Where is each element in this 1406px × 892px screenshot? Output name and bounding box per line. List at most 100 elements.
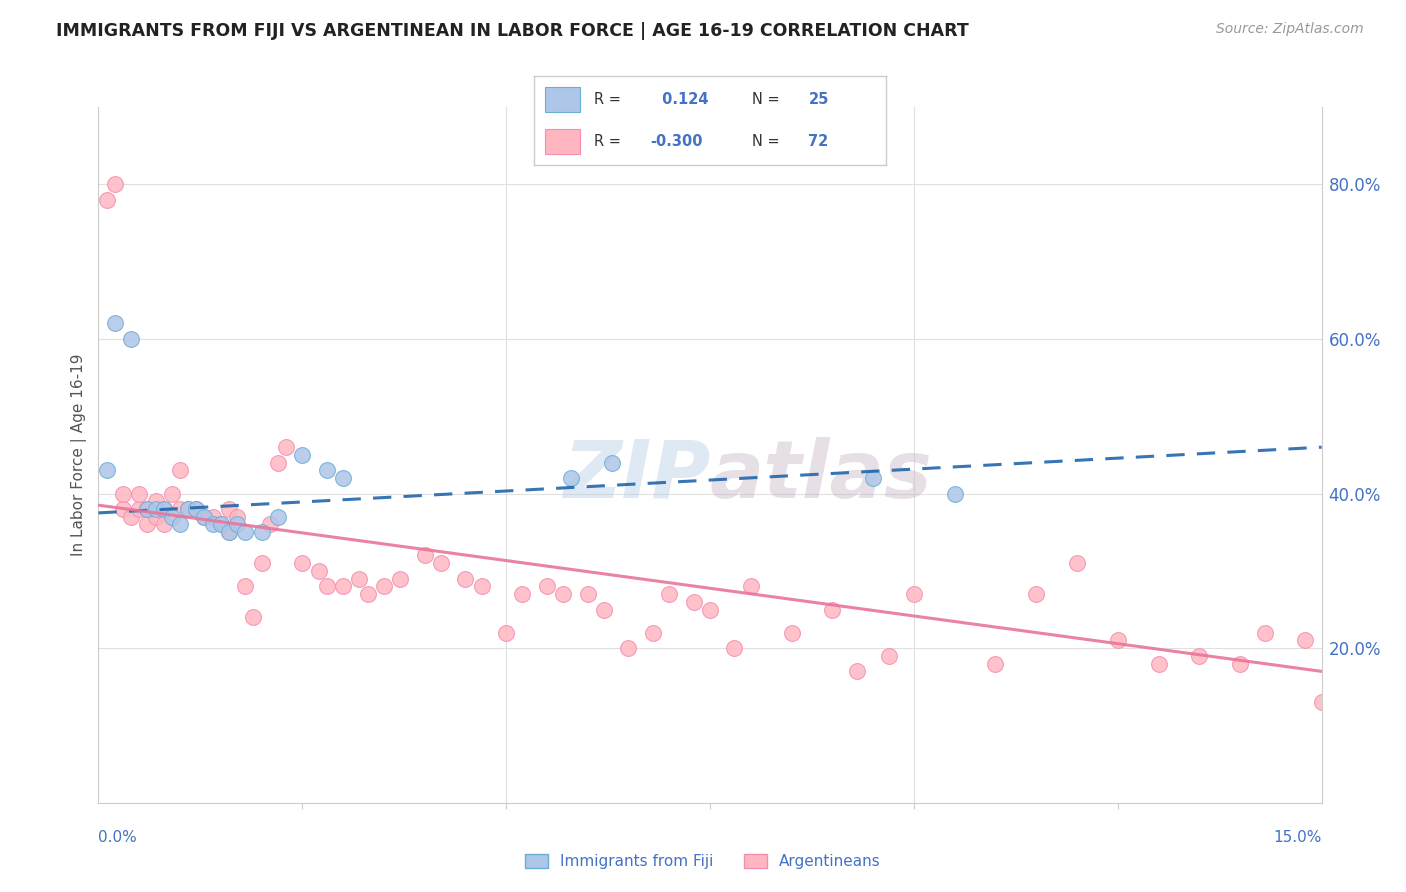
Point xyxy=(471,579,494,593)
Point xyxy=(560,471,582,485)
Point xyxy=(845,665,868,679)
Text: R =: R = xyxy=(593,135,621,149)
Text: N =: N = xyxy=(752,92,780,106)
Point xyxy=(699,602,721,616)
Point xyxy=(242,610,264,624)
Point xyxy=(903,587,925,601)
Text: -0.300: -0.300 xyxy=(650,135,703,149)
Point xyxy=(1107,633,1129,648)
Point xyxy=(943,486,966,500)
Point xyxy=(1294,633,1316,648)
Point xyxy=(821,602,844,616)
Point xyxy=(136,502,159,516)
Point xyxy=(250,525,273,540)
Point xyxy=(152,502,174,516)
Point xyxy=(128,486,150,500)
Point xyxy=(209,517,232,532)
Point xyxy=(430,556,453,570)
Point xyxy=(160,486,183,500)
Point xyxy=(1375,672,1398,686)
Text: 15.0%: 15.0% xyxy=(1274,830,1322,845)
Point xyxy=(553,587,575,601)
Point xyxy=(233,579,256,593)
Point xyxy=(495,625,517,640)
Point xyxy=(120,332,142,346)
Point xyxy=(576,587,599,601)
Point xyxy=(315,579,337,593)
Text: 0.0%: 0.0% xyxy=(98,830,138,845)
Point xyxy=(233,525,256,540)
Point xyxy=(1310,695,1333,709)
Y-axis label: In Labor Force | Age 16-19: In Labor Force | Age 16-19 xyxy=(72,353,87,557)
Text: 0.124: 0.124 xyxy=(657,92,709,106)
Point xyxy=(226,517,249,532)
Point xyxy=(389,572,412,586)
Point xyxy=(226,509,249,524)
Point xyxy=(145,509,167,524)
Text: R =: R = xyxy=(593,92,621,106)
Point xyxy=(96,463,118,477)
Bar xyxy=(544,129,579,154)
Text: ZIP: ZIP xyxy=(562,437,710,515)
Point xyxy=(96,193,118,207)
Point xyxy=(169,463,191,477)
Point xyxy=(120,509,142,524)
Point xyxy=(740,579,762,593)
Point xyxy=(111,502,134,516)
Point xyxy=(332,471,354,485)
Point xyxy=(308,564,330,578)
Point xyxy=(104,317,127,331)
Point xyxy=(250,556,273,570)
Point xyxy=(1229,657,1251,671)
Point xyxy=(267,509,290,524)
Point xyxy=(201,509,224,524)
Point xyxy=(682,595,704,609)
Point xyxy=(193,509,215,524)
Bar xyxy=(544,87,579,112)
Point xyxy=(177,502,200,516)
Point xyxy=(152,517,174,532)
Point xyxy=(658,587,681,601)
Point xyxy=(1025,587,1047,601)
Point xyxy=(104,178,127,192)
Point xyxy=(349,572,371,586)
Point xyxy=(136,517,159,532)
Point xyxy=(160,509,183,524)
Point xyxy=(169,517,191,532)
Point xyxy=(152,502,174,516)
Point xyxy=(593,602,616,616)
Point xyxy=(209,517,232,532)
Point xyxy=(145,494,167,508)
Text: N =: N = xyxy=(752,135,780,149)
Point xyxy=(201,517,224,532)
Point xyxy=(879,648,901,663)
Point xyxy=(1253,625,1275,640)
Point xyxy=(600,456,623,470)
Point xyxy=(862,471,884,485)
Point xyxy=(169,502,191,516)
Text: IMMIGRANTS FROM FIJI VS ARGENTINEAN IN LABOR FORCE | AGE 16-19 CORRELATION CHART: IMMIGRANTS FROM FIJI VS ARGENTINEAN IN L… xyxy=(56,22,969,40)
Point xyxy=(512,587,534,601)
Legend: Immigrants from Fiji, Argentineans: Immigrants from Fiji, Argentineans xyxy=(519,848,887,875)
Point xyxy=(641,625,664,640)
Point xyxy=(332,579,354,593)
Point xyxy=(536,579,558,593)
Point xyxy=(780,625,803,640)
Point xyxy=(723,641,745,656)
Point xyxy=(111,486,134,500)
Point xyxy=(267,456,290,470)
Point xyxy=(984,657,1007,671)
Point xyxy=(136,502,159,516)
Point xyxy=(291,448,314,462)
Point xyxy=(128,502,150,516)
Text: Source: ZipAtlas.com: Source: ZipAtlas.com xyxy=(1216,22,1364,37)
Text: 25: 25 xyxy=(808,92,828,106)
Point xyxy=(291,556,314,570)
Point xyxy=(259,517,281,532)
Point xyxy=(145,502,167,516)
Point xyxy=(274,440,297,454)
Point xyxy=(1066,556,1088,570)
Text: 72: 72 xyxy=(808,135,828,149)
Point xyxy=(218,502,240,516)
Point xyxy=(315,463,337,477)
